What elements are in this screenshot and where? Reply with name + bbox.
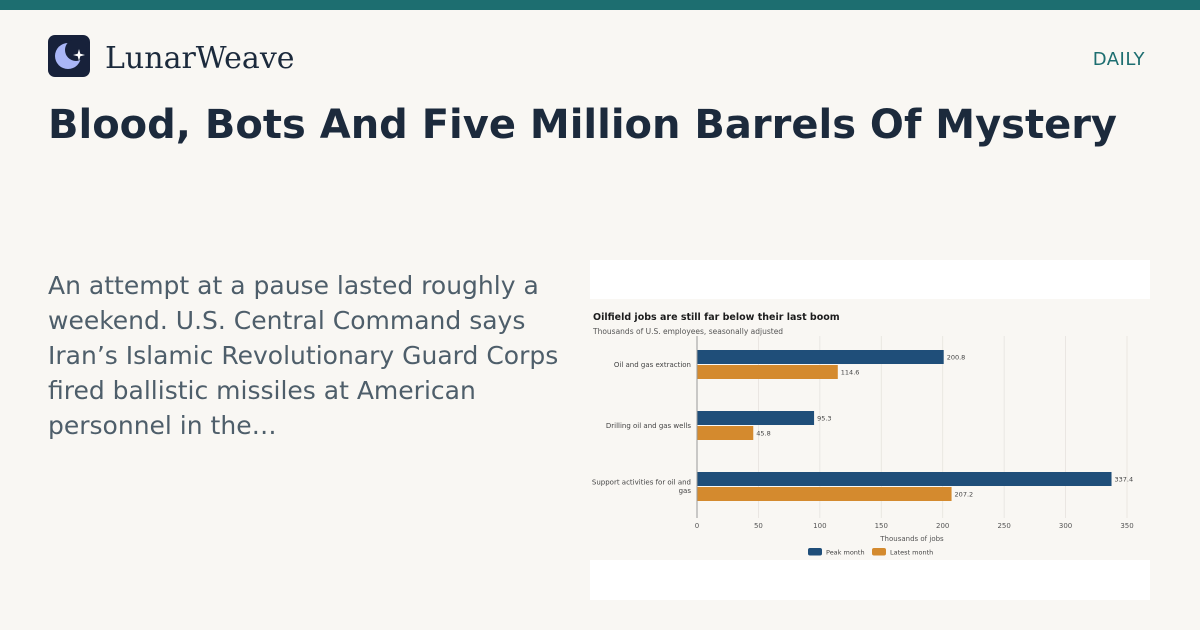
article-headline[interactable]: Blood, Bots And Five Million Barrels Of …: [48, 102, 1118, 148]
chart-plot-background: [590, 299, 1150, 560]
x-tick-label: 350: [1120, 522, 1133, 530]
legend-swatch: [872, 548, 886, 556]
x-tick-label: 200: [936, 522, 949, 530]
bar-peak[interactable]: [697, 411, 815, 425]
bar-value-label: 95.3: [817, 415, 831, 423]
category-label: Oil and gas extraction: [614, 361, 691, 369]
x-tick-label: 250: [997, 522, 1010, 530]
edition-label: DAILY: [1092, 49, 1145, 70]
accent-top-bar: [0, 0, 1200, 10]
bar-value-label: 337.4: [1115, 476, 1134, 484]
chart-title: Oilfield jobs are still far below their …: [593, 312, 840, 323]
x-tick-label: 50: [754, 522, 763, 530]
bar-latest[interactable]: [697, 365, 838, 379]
x-tick-label: 150: [875, 522, 888, 530]
bar-value-label: 114.6: [841, 369, 860, 377]
logo-crescent-moon-star-icon[interactable]: [48, 35, 90, 77]
bar-peak[interactable]: [697, 472, 1112, 486]
bar-value-label: 207.2: [955, 491, 974, 499]
bar-value-label: 200.8: [947, 354, 966, 362]
bar-chart: Oilfield jobs are still far below their …: [590, 299, 1150, 560]
brand-name[interactable]: LunarWeave: [105, 41, 295, 76]
category-label: Drilling oil and gas wells: [606, 422, 691, 430]
x-tick-label: 100: [813, 522, 826, 530]
article-excerpt: An attempt at a pause lasted roughly a w…: [48, 271, 559, 440]
bar-value-label: 45.8: [756, 430, 770, 438]
legend-label: Peak month: [826, 549, 865, 557]
bar-latest[interactable]: [697, 487, 952, 501]
category-label: Support activities for oil and gas: [592, 479, 691, 496]
chart-subtitle: Thousands of U.S. employees, seasonally …: [592, 327, 783, 336]
legend-label: Latest month: [890, 549, 933, 557]
bar-peak[interactable]: [697, 350, 944, 364]
x-axis-label: Thousands of jobs: [879, 535, 944, 543]
x-tick-label: 300: [1059, 522, 1072, 530]
x-tick-label: 0: [695, 522, 699, 530]
chart-card: Oilfield jobs are still far below their …: [590, 260, 1150, 600]
legend-swatch: [808, 548, 822, 556]
bar-latest[interactable]: [697, 426, 754, 440]
